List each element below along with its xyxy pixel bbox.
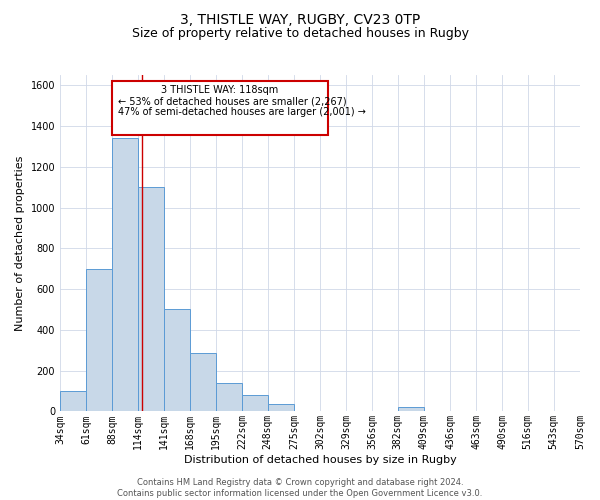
- Text: 3 THISTLE WAY: 118sqm: 3 THISTLE WAY: 118sqm: [161, 85, 279, 95]
- Bar: [268, 404, 294, 411]
- Text: ← 53% of detached houses are smaller (2,267): ← 53% of detached houses are smaller (2,…: [118, 96, 347, 106]
- Bar: [216, 383, 242, 412]
- X-axis label: Distribution of detached houses by size in Rugby: Distribution of detached houses by size …: [184, 455, 457, 465]
- Bar: [60, 391, 86, 411]
- Bar: [398, 408, 424, 412]
- Y-axis label: Number of detached properties: Number of detached properties: [15, 156, 25, 331]
- Bar: [86, 268, 112, 412]
- Bar: [242, 395, 268, 411]
- Text: 47% of semi-detached houses are larger (2,001) →: 47% of semi-detached houses are larger (…: [118, 107, 367, 117]
- Bar: [190, 354, 216, 412]
- Bar: [112, 138, 137, 411]
- Bar: [137, 187, 164, 412]
- Bar: [164, 310, 190, 412]
- Text: 3, THISTLE WAY, RUGBY, CV23 0TP: 3, THISTLE WAY, RUGBY, CV23 0TP: [180, 12, 420, 26]
- Text: Contains HM Land Registry data © Crown copyright and database right 2024.
Contai: Contains HM Land Registry data © Crown c…: [118, 478, 482, 498]
- Text: Size of property relative to detached houses in Rugby: Size of property relative to detached ho…: [131, 28, 469, 40]
